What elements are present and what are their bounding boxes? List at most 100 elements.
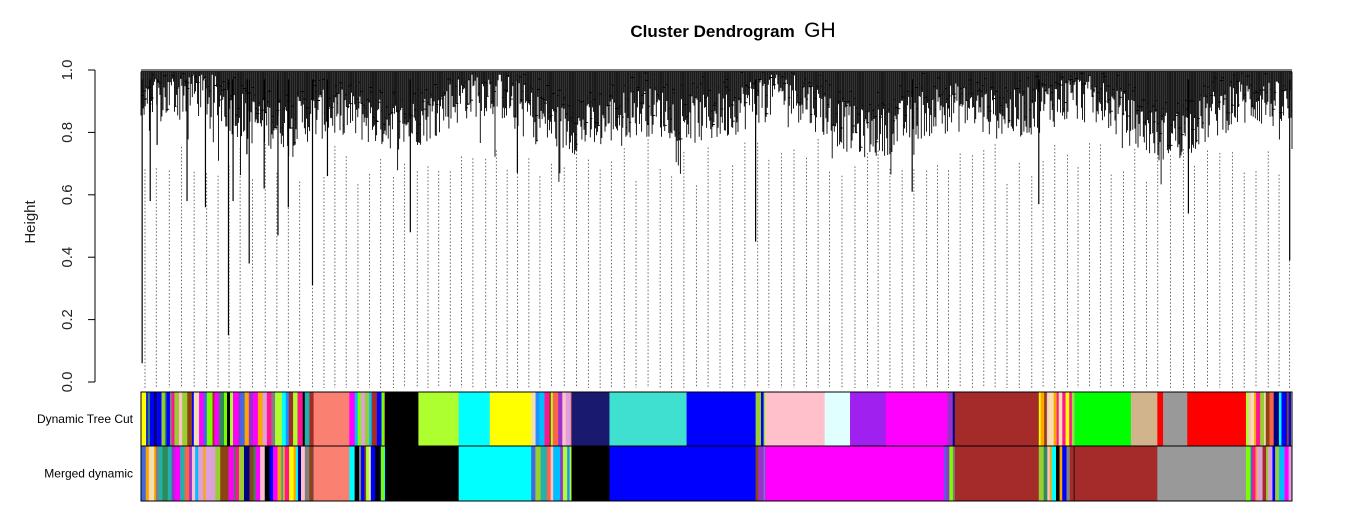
color-row-stripe: [384, 392, 386, 446]
color-row-stripe: [361, 446, 365, 501]
color-row-stripe: [249, 446, 254, 501]
color-row-stripe: [157, 392, 162, 446]
module-color-block: [1157, 446, 1247, 501]
color-row-stripe: [562, 392, 566, 446]
color-row-stripe: [531, 446, 536, 501]
color-row-stripe: [141, 446, 147, 501]
color-row-stripe: [182, 392, 188, 446]
color-row-stripe: [755, 446, 759, 501]
color-row-stripe: [155, 446, 160, 501]
module-color-block: [1074, 392, 1132, 446]
color-row-stripe: [562, 446, 568, 501]
color-row-stripe: [238, 392, 241, 446]
color-row-stripe: [288, 392, 294, 446]
y-tick-label: 0.0: [59, 372, 76, 393]
color-row-stripe: [285, 392, 290, 446]
color-row-stripe: [224, 392, 228, 446]
color-row-stripe: [184, 446, 190, 501]
color-row-stripe: [257, 392, 263, 446]
color-row-stripe: [1065, 392, 1070, 446]
color-row-stripe: [944, 446, 947, 501]
color-row-stripe: [1269, 392, 1274, 446]
color-row-stripe: [244, 446, 250, 501]
color-row-stripe: [1043, 446, 1048, 501]
module-color-block: [313, 392, 350, 446]
color-row-stripe: [1272, 446, 1276, 501]
module-color-block: [609, 446, 756, 501]
color-row-stripe: [550, 392, 554, 446]
color-row-stripe: [1062, 392, 1066, 446]
color-row-stripe: [1257, 446, 1263, 501]
module-color-block: [764, 446, 945, 501]
color-row-stripe: [1288, 392, 1292, 446]
color-row-stripe: [549, 392, 552, 446]
color-row-stripe: [289, 446, 294, 501]
y-axis-label: Height: [22, 199, 39, 243]
color-row-stripe: [379, 446, 382, 501]
color-row-stripe: [1268, 446, 1273, 501]
color-row-stripe: [304, 446, 310, 501]
color-row-stripe: [244, 392, 250, 446]
color-row-stripe: [1056, 392, 1059, 446]
chart-title-main: Cluster Dendrogram: [630, 22, 794, 41]
color-row-stripe: [281, 392, 287, 446]
color-row-stripe: [154, 446, 157, 501]
y-tick-label: 0.4: [59, 247, 76, 268]
color-row-label: Dynamic Tree Cut: [37, 412, 134, 426]
color-row-stripe: [193, 392, 200, 446]
color-row-stripe: [1040, 392, 1045, 446]
color-row-stripe: [255, 446, 261, 501]
y-tick-label: 0.2: [59, 309, 76, 330]
color-row-stripe: [264, 446, 270, 501]
color-row-stripe: [763, 392, 766, 446]
color-row-stripe: [540, 446, 544, 501]
color-row-stripe: [260, 446, 266, 501]
color-row-stripe: [302, 392, 306, 446]
color-row-stripe: [162, 446, 169, 501]
y-axis: 0.0 0.2 0.4 0.6 0.8 1.0: [59, 60, 96, 393]
color-row-stripe: [219, 392, 225, 446]
color-row-stripe: [166, 392, 171, 446]
color-row-stripe: [565, 392, 572, 446]
color-row-stripe: [1248, 392, 1252, 446]
color-row-stripe: [1254, 392, 1257, 446]
color-row-stripe: [174, 446, 181, 501]
color-row-stripe: [544, 392, 550, 446]
y-tick-label: 0.6: [59, 184, 76, 205]
color-row-stripe: [1073, 446, 1075, 501]
color-row-stripe: [944, 392, 948, 446]
module-drop-lines: [144, 139, 1291, 388]
color-row-stripe: [1266, 446, 1269, 501]
color-row-stripe: [273, 446, 278, 501]
color-row-stripe: [1073, 392, 1075, 446]
color-row-stripe: [357, 392, 362, 446]
color-row-stripe: [153, 392, 158, 446]
color-row-stripe: [214, 392, 220, 446]
color-row-stripe: [253, 392, 259, 446]
module-color-block: [458, 392, 491, 446]
color-row-stripe: [1071, 392, 1074, 446]
color-row-stripe: [558, 392, 563, 446]
color-row-stripe: [1281, 392, 1288, 446]
color-row-stripe: [147, 392, 151, 446]
color-row-stripe: [535, 392, 540, 446]
color-row-stripe: [371, 392, 378, 446]
color-row-stripe: [238, 446, 245, 501]
color-row-stripe: [539, 392, 545, 446]
color-row-stripe: [262, 392, 268, 446]
module-color-block: [418, 392, 459, 446]
y-tick-label: 0.8: [59, 122, 76, 143]
color-row-stripe: [1058, 392, 1063, 446]
module-color-block: [313, 446, 350, 501]
color-row-stripe: [1252, 446, 1256, 501]
color-row-stripe: [369, 392, 372, 446]
color-row-stripe: [191, 446, 196, 501]
color-row-stripe: [1046, 392, 1049, 446]
color-row-stripe: [349, 446, 355, 501]
color-row-stripe: [203, 392, 208, 446]
module-color-block: [385, 446, 459, 501]
color-row-stripe: [1288, 446, 1293, 501]
color-row-stripe: [295, 446, 299, 501]
color-row-stripe: [209, 392, 213, 446]
module-color-block: [824, 392, 851, 446]
